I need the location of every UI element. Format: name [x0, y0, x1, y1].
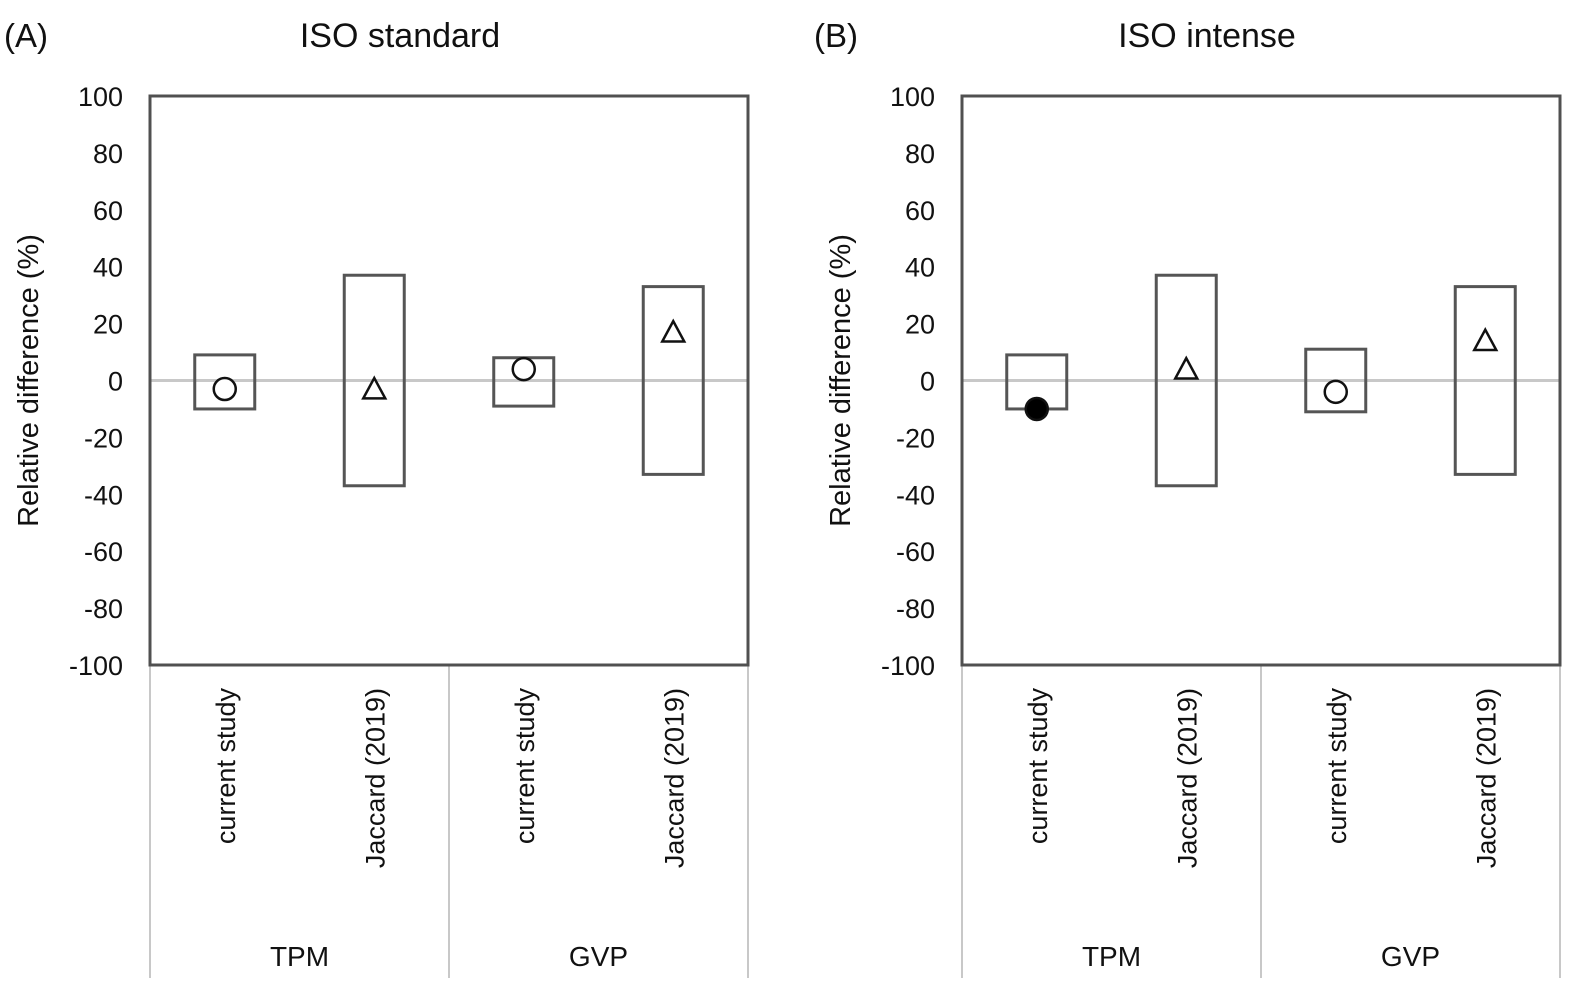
- chart-title: ISO intense: [1118, 17, 1296, 55]
- y-axis-label: Relative difference (%): [13, 234, 45, 527]
- x-group-label: TPM: [1082, 941, 1141, 972]
- x-category-label: Jaccard (2019): [1471, 688, 1501, 868]
- x-category-label: current study: [211, 688, 241, 845]
- range-box: [1154, 273, 1218, 488]
- y-tick-label: -20: [84, 423, 123, 453]
- y-tick-label: 0: [920, 367, 935, 397]
- range-box: [1453, 285, 1517, 476]
- x-category-label: Jaccard (2019): [659, 688, 689, 868]
- y-tick-label: 40: [93, 253, 123, 283]
- plot-frame: [148, 94, 750, 667]
- y-tick-label: 100: [78, 82, 123, 112]
- y-tick-label: 60: [93, 196, 123, 226]
- x-category-label: Jaccard (2019): [1172, 688, 1202, 868]
- triangle-marker: [361, 375, 388, 400]
- y-tick-label: -60: [896, 537, 935, 567]
- y-tick-label: -40: [896, 480, 935, 510]
- chart-title: ISO standard: [300, 17, 500, 55]
- y-tick-label: -40: [84, 480, 123, 510]
- range-box: [1304, 347, 1368, 414]
- open-circle-marker: [212, 376, 237, 402]
- y-tick-label: -100: [69, 651, 123, 681]
- open-circle-marker: [511, 356, 536, 382]
- panel-label: (A): [4, 17, 48, 54]
- open-circle-marker: [1323, 379, 1348, 405]
- filled-circle-marker: [1024, 396, 1049, 422]
- y-tick-label: 20: [905, 310, 935, 340]
- y-tick-label: -100: [881, 651, 935, 681]
- range-box: [193, 353, 257, 411]
- y-tick-label: 100: [890, 82, 935, 112]
- y-tick-label: -80: [896, 594, 935, 624]
- y-tick-label: 0: [108, 367, 123, 397]
- triangle-marker: [1472, 327, 1499, 352]
- x-category-label: current study: [1322, 688, 1352, 845]
- y-tick-label: -20: [896, 423, 935, 453]
- x-category-label: current study: [1023, 688, 1053, 845]
- x-category-label: current study: [510, 688, 540, 845]
- triangle-marker: [1173, 355, 1200, 380]
- plot-frame: [960, 94, 1562, 667]
- y-tick-label: -60: [84, 537, 123, 567]
- triangle-marker: [660, 318, 687, 343]
- y-tick-label: 80: [93, 139, 123, 169]
- x-group-label: TPM: [270, 941, 329, 972]
- chart-panel-1: (B) ISO intense Relative difference (%) 100…: [814, 17, 1562, 978]
- x-category-label: Jaccard (2019): [360, 688, 390, 868]
- y-tick-label: 40: [905, 253, 935, 283]
- x-group-label: GVP: [569, 941, 628, 972]
- y-tick-label: 60: [905, 196, 935, 226]
- panel-label: (B): [814, 17, 858, 54]
- y-tick-label: 80: [905, 139, 935, 169]
- y-tick-label: -80: [84, 594, 123, 624]
- y-axis-label: Relative difference (%): [825, 234, 857, 527]
- y-tick-label: 20: [93, 310, 123, 340]
- range-box: [641, 285, 705, 476]
- range-box: [342, 273, 406, 488]
- x-group-label: GVP: [1381, 941, 1440, 972]
- chart-panel-0: (A) ISO standard Relative difference (%) 10…: [4, 17, 750, 978]
